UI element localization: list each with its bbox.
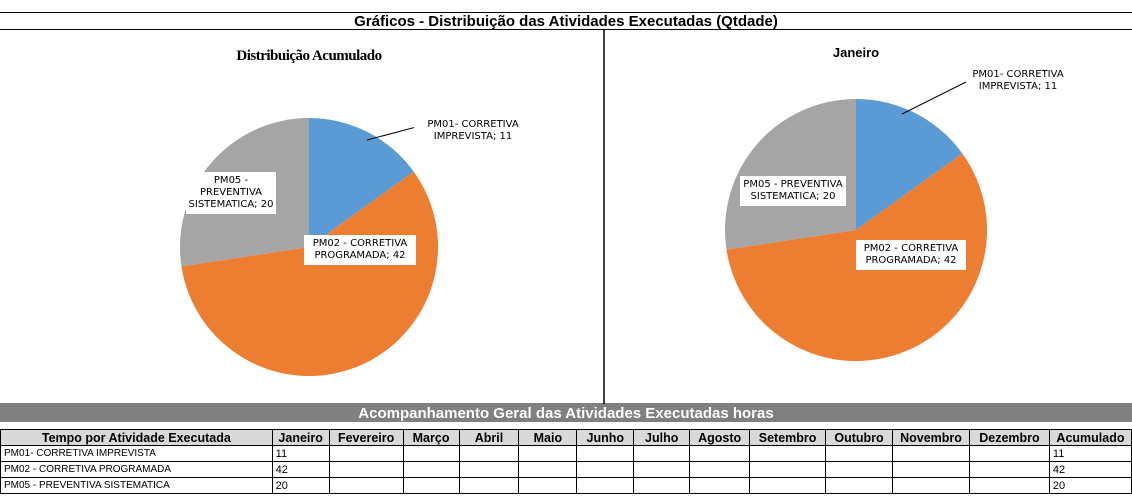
table-cell: Agosto [689, 429, 751, 446]
table-cell: 20 [1048, 477, 1132, 494]
table-cell [518, 445, 578, 462]
leader-line [901, 81, 967, 115]
data-label: PM05 - PREVENTIVA SISTEMATICA; 20 [740, 176, 846, 206]
table-cell: Outubro [825, 429, 894, 446]
table-cell: PM05 - PREVENTIVA SISTEMATICA [0, 477, 273, 494]
pie-slice [181, 171, 439, 376]
table-cell [689, 445, 751, 462]
table-cell [518, 477, 578, 494]
table-cell [689, 477, 751, 494]
table-row: PM02 - CORRETIVA PROGRAMADA 42 42 [0, 461, 1132, 478]
table-cell [328, 445, 404, 462]
chart-title: Janeiro [832, 45, 880, 60]
table-row: PM05 - PREVENTIVA SISTEMATICA 20 20 [0, 477, 1132, 494]
table-cell [892, 477, 970, 494]
table-cell: Acumulado [1048, 429, 1132, 446]
table-cell [968, 461, 1050, 478]
data-label: PM05 - PREVENTIVA SISTEMATICA; 20 [186, 172, 276, 214]
data-label: PM02 - CORRETIVA PROGRAMADA; 42 [304, 235, 416, 265]
table-cell [518, 461, 578, 478]
table-cell [968, 477, 1050, 494]
table-cell: 42 [271, 461, 330, 478]
table-cell: Dezembro [968, 429, 1050, 446]
table-cell: Maio [518, 429, 578, 446]
table-cell [458, 477, 520, 494]
table-cell: Setembro [749, 429, 827, 446]
table-cell [576, 445, 635, 462]
table-cell: Novembro [892, 429, 970, 446]
table-cell [892, 461, 970, 478]
table-cell: PM02 - CORRETIVA PROGRAMADA [0, 461, 273, 478]
table-cell [633, 461, 691, 478]
table-cell: Janeiro [271, 429, 330, 446]
chart-title: Distribuição Acumulado [236, 48, 382, 64]
table-cell [633, 477, 691, 494]
table-cell: 11 [1048, 445, 1132, 462]
data-label: PM01- CORRETIVA IMPREVISTA; 11 [966, 66, 1070, 96]
pie-slice [724, 99, 856, 250]
table-cell [689, 461, 751, 478]
pie-slice [856, 99, 963, 230]
table-cell [749, 445, 827, 462]
table-cell: Julho [633, 429, 691, 446]
table-cell [749, 477, 827, 494]
data-label: PM02 - CORRETIVA PROGRAMADA; 42 [856, 240, 966, 270]
table-cell: Tempo por Atividade Executada [0, 429, 273, 446]
table-cell: 42 [1048, 461, 1132, 478]
table-cell: Fevereiro [328, 429, 404, 446]
table-row: PM01- CORRETIVA IMPREVISTA 11 11 [0, 445, 1132, 462]
table-cell: Abril [458, 429, 520, 446]
table-cell [825, 461, 894, 478]
table-cell [576, 461, 635, 478]
table-cell [825, 477, 894, 494]
table-cell [458, 445, 520, 462]
table-title: Acompanhamento Geral das Atividades Exec… [0, 405, 1132, 422]
table-cell [892, 445, 970, 462]
table-cell [402, 445, 460, 462]
table-cell [328, 461, 404, 478]
leader-line [366, 125, 421, 141]
table-cell: 20 [271, 477, 330, 494]
table-cell: Março [402, 429, 460, 446]
table-cell [402, 461, 460, 478]
table-cell [328, 477, 404, 494]
table-cell [825, 445, 894, 462]
pie-slice [309, 118, 414, 247]
table-cell: PM01- CORRETIVA IMPREVISTA [0, 445, 273, 462]
table-cell [749, 461, 827, 478]
table-cell: 11 [271, 445, 330, 462]
table: Tempo por Atividade Executada Janeiro Feve… [0, 429, 1132, 494]
table-cell [458, 461, 520, 478]
table-cell [402, 477, 460, 494]
table-cell [968, 445, 1050, 462]
data-label: PM01- CORRETIVA IMPREVISTA; 11 [414, 116, 532, 146]
table-cell [633, 445, 691, 462]
page-title: Gráficos - Distribuição das Atividades E… [0, 12, 1132, 30]
table-cell: Junho [576, 429, 635, 446]
table-cell [576, 477, 635, 494]
table-row: Tempo por Atividade Executada Janeiro Feve… [0, 429, 1132, 446]
